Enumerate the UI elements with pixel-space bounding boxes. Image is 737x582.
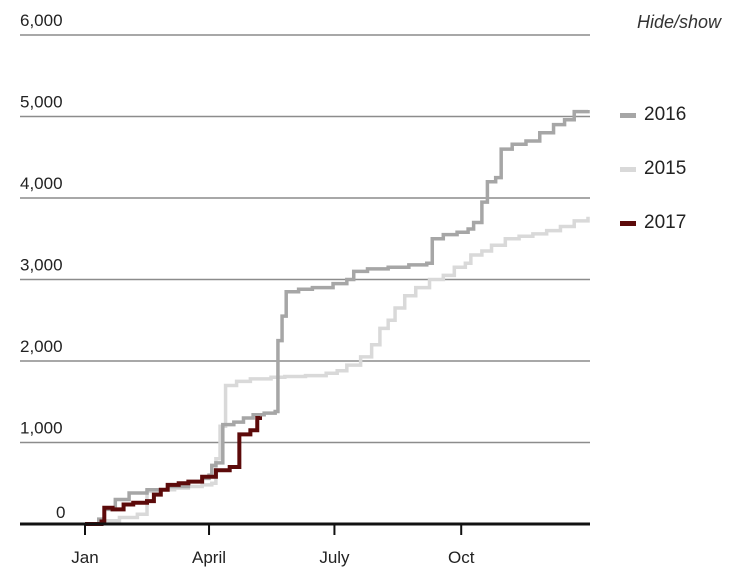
legend: 2016 2015 2017 — [620, 88, 686, 250]
legend-item-2016[interactable]: 2016 — [620, 88, 686, 142]
legend-label: 2015 — [644, 158, 687, 179]
y-axis-ticks: 0 1,000 2,000 3,000 4,000 5,000 6,000 — [20, 11, 65, 522]
legend-label: 2016 — [644, 104, 687, 125]
series-lines — [85, 109, 590, 526]
gridlines — [20, 34, 590, 444]
y-tick-label: 6,000 — [20, 11, 63, 30]
series-line-2017 — [85, 416, 263, 526]
x-tick-label: April — [192, 548, 226, 567]
series-line-2015 — [85, 216, 590, 526]
y-tick-label: 0 — [56, 503, 65, 522]
y-tick-label: 1,000 — [20, 419, 63, 438]
legend-hide-show-toggle[interactable]: Hide/show — [636, 12, 721, 32]
legend-swatch — [620, 112, 636, 118]
y-tick-label: 4,000 — [20, 174, 63, 193]
legend-swatch — [620, 220, 636, 226]
legend-label: 2017 — [644, 212, 687, 233]
y-tick-label: 5,000 — [20, 93, 63, 112]
legend-swatch — [620, 166, 636, 172]
x-axis-ticks: Jan April July Oct — [71, 524, 475, 567]
series-line-2016 — [85, 109, 590, 526]
legend-item-2017[interactable]: 2017 — [620, 196, 686, 250]
x-tick-label: Oct — [448, 548, 475, 567]
x-tick-label: Jan — [71, 548, 98, 567]
legend-item-2015[interactable]: 2015 — [620, 142, 686, 196]
y-tick-label: 3,000 — [20, 256, 63, 275]
x-tick-label: July — [319, 548, 350, 567]
y-tick-label: 2,000 — [20, 337, 63, 356]
